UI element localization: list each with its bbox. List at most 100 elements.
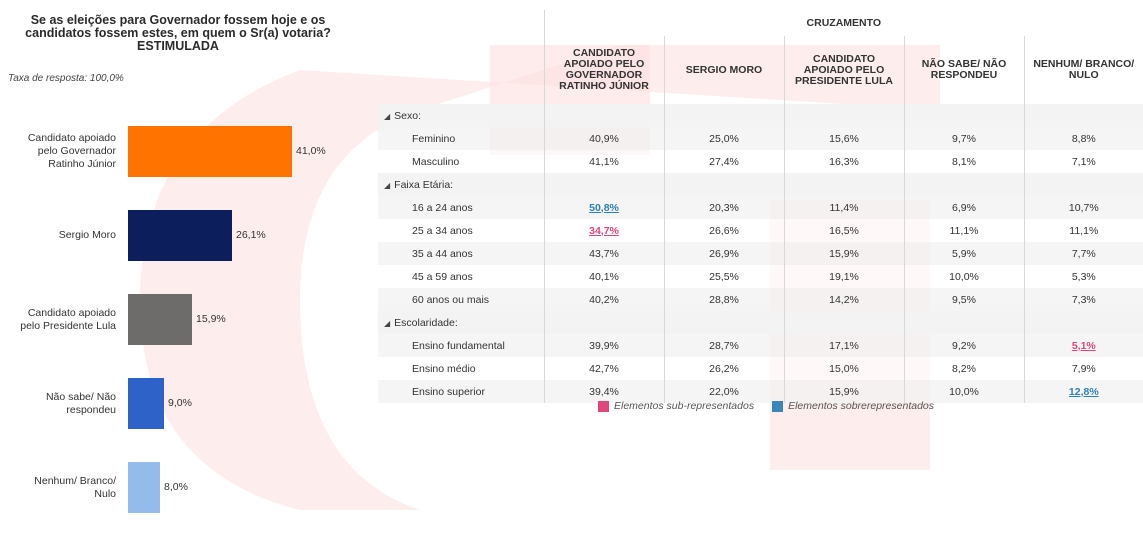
table-row: Ensino fundamental 39,9% 28,7% 17,1% 9,2% 5,1… xyxy=(378,334,1143,357)
cross-table-panel: CRUZAMENTO CANDIDATO APOIADO PELO GOVERN… xyxy=(378,10,1143,403)
bar-category-label: Não sabe/ Não respondeu xyxy=(45,390,116,416)
group-label[interactable]: ◢ Escolaridade: xyxy=(378,311,544,334)
table-cell: 10,7% xyxy=(1023,196,1143,219)
table-row: Masculino 41,1% 27,4% 16,3% 8,1% 7,1% xyxy=(378,150,1143,173)
table-cell: 9,7% xyxy=(903,127,1024,150)
column-header: CANDIDATO APOIADO PELO GOVERNADOR RATINH… xyxy=(543,36,664,104)
bar-category-label: Candidato apoiado pelo Governador Ratinh… xyxy=(27,132,116,170)
legend-label-over: Elementos sobrerepresentados xyxy=(788,400,935,412)
table-cell: 26,9% xyxy=(663,242,784,265)
column-header: NENHUM/ BRANCO/ NULO xyxy=(1023,36,1143,104)
legend-item-over: Elementos sobrerepresentados xyxy=(772,400,934,412)
table-cell: 19,1% xyxy=(783,265,904,288)
legend-swatch-over xyxy=(772,400,784,412)
column-header: NÃO SABE/ NÃO RESPONDEU xyxy=(903,36,1024,104)
table-cell: 40,9% xyxy=(543,127,664,150)
bar-value-label: 9,0% xyxy=(168,396,192,409)
bar-category-label: Candidato apoiado pelo Presidente Lula xyxy=(20,306,116,332)
table-title: CRUZAMENTO xyxy=(543,10,1143,36)
table-cell: 11,4% xyxy=(783,196,904,219)
table-cell: 15,9% xyxy=(783,242,904,265)
table-cell: 17,1% xyxy=(783,334,904,357)
table-cell: 26,2% xyxy=(663,357,784,380)
bar-value-label: 8,0% xyxy=(164,480,188,493)
underrepresented-value: 34,7% xyxy=(589,224,619,237)
table-cell: 39,9% xyxy=(543,334,664,357)
table-cell: 8,2% xyxy=(903,357,1024,380)
table-cell: 15,0% xyxy=(783,357,904,380)
bar xyxy=(128,462,160,513)
table-cell: 40,1% xyxy=(543,265,664,288)
row-label: 35 a 44 anos xyxy=(378,242,544,265)
row-label: 60 anos ou mais xyxy=(378,288,544,311)
table-row: 60 anos ou mais 40,2% 28,8% 14,2% 9,5% 7,3% xyxy=(378,288,1143,311)
bar xyxy=(128,378,164,429)
legend-item-under: Elementos sub-representados xyxy=(598,400,754,412)
bar-chart-panel: Se as eleições para Governador fossem ho… xyxy=(0,0,360,543)
table-row: 25 a 34 anos 34,7% 26,6% 16,5% 11,1% 11,1% xyxy=(378,219,1143,242)
table-cell: 50,8% xyxy=(543,196,664,219)
table-cell: 26,6% xyxy=(663,219,784,242)
row-label: Feminino xyxy=(378,127,544,150)
collapse-triangle-icon[interactable]: ◢ xyxy=(384,318,391,328)
table-row: Ensino médio 42,7% 26,2% 15,0% 8,2% 7,9% xyxy=(378,357,1143,380)
group-label[interactable]: ◢ Faixa Etária: xyxy=(378,173,544,196)
collapse-triangle-icon[interactable]: ◢ xyxy=(384,111,391,121)
legend-label-under: Elementos sub-representados xyxy=(614,400,755,412)
row-label: Ensino superior xyxy=(378,380,544,403)
table-cell: 9,2% xyxy=(903,334,1024,357)
table-row: Feminino 40,9% 25,0% 15,6% 9,7% 8,8% xyxy=(378,127,1143,150)
table-cell: 28,8% xyxy=(663,288,784,311)
table-cell: 41,1% xyxy=(543,150,664,173)
group-row: ◢ Faixa Etária: xyxy=(378,173,1143,196)
table-cell: 43,7% xyxy=(543,242,664,265)
table-cell: 25,0% xyxy=(663,127,784,150)
overrepresented-value: 50,8% xyxy=(589,201,619,214)
table-row: 16 a 24 anos 50,8% 20,3% 11,4% 6,9% 10,7% xyxy=(378,196,1143,219)
response-rate: Taxa de resposta: 100,0% xyxy=(8,73,124,84)
table-cell: 42,7% xyxy=(543,357,664,380)
table-cell: 11,1% xyxy=(903,219,1024,242)
row-label: Ensino fundamental xyxy=(378,334,544,357)
bar-value-label: 26,1% xyxy=(236,228,266,241)
table-cell: 10,0% xyxy=(903,380,1024,403)
table-cell: 22,0% xyxy=(663,380,784,403)
table-cell: 8,1% xyxy=(903,150,1024,173)
table-cell: 6,9% xyxy=(903,196,1024,219)
table-cell: 7,1% xyxy=(1023,150,1143,173)
bar-category-label: Sergio Moro xyxy=(58,229,116,241)
bar xyxy=(128,126,292,177)
table-cell: 14,2% xyxy=(783,288,904,311)
table-cell: 34,7% xyxy=(543,219,664,242)
bar xyxy=(128,210,232,261)
table-cell: 10,0% xyxy=(903,265,1024,288)
bar-category-label: Nenhum/ Branco/ Nulo xyxy=(34,474,116,500)
table-cell: 20,3% xyxy=(663,196,784,219)
overrepresented-value: 12,8% xyxy=(1068,385,1099,398)
group-row: ◢ Escolaridade: xyxy=(378,311,1143,334)
group-row: ◢ Sexo: xyxy=(378,104,1143,127)
table-row: 45 a 59 anos 40,1% 25,5% 19,1% 10,0% 5,3% xyxy=(378,265,1143,288)
table-cell: 16,5% xyxy=(783,219,904,242)
row-label: 25 a 34 anos xyxy=(378,219,544,242)
bar-value-label: 41,0% xyxy=(296,144,326,157)
table-cell: 11,1% xyxy=(1023,219,1143,242)
table-cell: 15,9% xyxy=(783,380,904,403)
column-header: SERGIO MORO xyxy=(663,36,784,104)
chart-title: Se as eleições para Governador fossem ho… xyxy=(25,13,331,53)
table-cell: 5,9% xyxy=(903,242,1024,265)
bar xyxy=(128,294,192,345)
group-label[interactable]: ◢ Sexo: xyxy=(378,104,544,127)
table-cell: 27,4% xyxy=(663,150,784,173)
table-cell: 15,6% xyxy=(783,127,904,150)
table-cell: 12,8% xyxy=(1023,380,1143,403)
collapse-triangle-icon[interactable]: ◢ xyxy=(384,180,391,190)
row-label: Masculino xyxy=(378,150,544,173)
table-cell: 5,1% xyxy=(1023,334,1143,357)
table-cell: 28,7% xyxy=(663,334,784,357)
table-cell: 25,5% xyxy=(663,265,784,288)
row-label: Ensino médio xyxy=(378,357,544,380)
table-cell: 9,5% xyxy=(903,288,1024,311)
legend-swatch-under xyxy=(598,400,609,412)
table-cell: 5,3% xyxy=(1023,265,1143,288)
